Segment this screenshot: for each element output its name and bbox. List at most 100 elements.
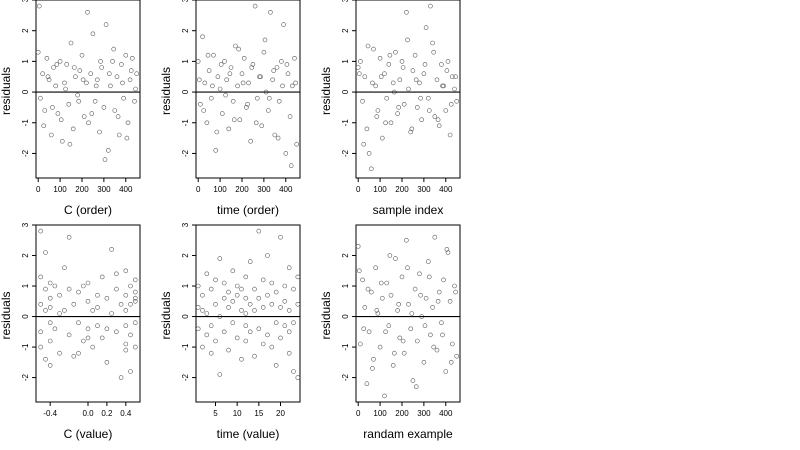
data-point [95, 305, 100, 310]
y-tick-label: -1 [181, 343, 190, 351]
data-point [453, 289, 458, 295]
data-point [423, 295, 429, 301]
data-point [400, 65, 406, 70]
data-points [355, 3, 460, 172]
data-point [387, 253, 393, 258]
data-point [228, 65, 234, 70]
data-point [217, 86, 223, 92]
data-point [202, 80, 208, 86]
data-point [292, 55, 297, 61]
y-tick-label: 1 [181, 283, 190, 288]
x-axis-title: sample index [373, 203, 444, 217]
data-point [384, 95, 390, 101]
scatter-panel: -0.4 0.0 0.2 0.4 -2 -1 0 1 2 3 C (value) residuals [0, 222, 141, 441]
data-point [249, 65, 255, 70]
data-point [227, 71, 233, 76]
data-point [406, 301, 411, 307]
x-tick-label: 15 [254, 409, 263, 418]
data-point [104, 326, 110, 332]
data-point [435, 117, 441, 122]
data-points [195, 3, 300, 168]
data-point [431, 344, 437, 350]
data-point [448, 359, 454, 365]
data-point [426, 274, 432, 280]
data-point [200, 34, 205, 40]
data-point [230, 99, 236, 104]
y-tick-label: 2 [181, 28, 190, 33]
scatter-panel: 0 100 200 300 400 -2 -1 0 1 2 3 C (order) residuals [0, 0, 141, 217]
y-axis-title: residuals [319, 67, 333, 115]
data-point [265, 253, 270, 258]
y-tick-label: -1 [181, 119, 190, 127]
data-point [77, 68, 83, 73]
data-point [273, 363, 279, 368]
data-point [204, 311, 210, 316]
data-point [92, 99, 98, 104]
data-point [449, 341, 455, 347]
data-point [421, 359, 427, 365]
data-point [272, 132, 278, 138]
data-point [195, 326, 201, 332]
data-point [273, 320, 279, 326]
data-point [283, 151, 289, 156]
data-point [252, 308, 257, 313]
data-point [66, 286, 72, 292]
data-point [130, 55, 135, 61]
data-point [248, 138, 253, 144]
x-tick-label: 200 [75, 185, 89, 194]
data-point [258, 74, 263, 79]
data-point [395, 111, 400, 116]
data-point [419, 117, 425, 122]
data-point [230, 320, 236, 326]
data-point [234, 292, 240, 298]
y-tick-label: 0 [181, 314, 190, 319]
data-point [278, 305, 283, 310]
data-point [375, 311, 381, 316]
data-point [447, 298, 453, 304]
data-point [57, 350, 62, 356]
y-tick-label: 3 [21, 222, 30, 227]
data-point [382, 393, 387, 399]
x-tick-label: 0 [356, 185, 361, 194]
data-point [198, 102, 203, 107]
data-point [239, 286, 244, 292]
data-point [123, 292, 129, 298]
y-tick-label: -2 [181, 373, 190, 381]
data-point [217, 256, 223, 261]
y-tick-label: 0 [341, 89, 350, 94]
y-tick-label: 2 [21, 28, 30, 33]
data-point [287, 114, 293, 119]
data-point [71, 301, 77, 307]
data-point [295, 375, 301, 380]
data-point [57, 311, 62, 316]
scatter-panel: 0 100 200 300 400 -2 -1 0 1 2 3 time (order) residua… [159, 0, 301, 217]
data-point [422, 323, 428, 329]
y-tick-label: -1 [21, 343, 30, 351]
data-point [410, 378, 416, 383]
data-point [36, 3, 42, 9]
data-point [230, 268, 236, 274]
data-point [128, 283, 133, 289]
data-points [38, 228, 138, 380]
data-point [47, 320, 53, 326]
x-tick-label: 0.0 [82, 409, 94, 418]
data-point [99, 335, 105, 341]
data-point [418, 95, 423, 101]
y-tick-label: 0 [181, 89, 190, 94]
y-tick-label: -1 [341, 119, 350, 127]
y-tick-label: 2 [341, 28, 350, 33]
data-point [213, 148, 218, 153]
x-tick-label: 0 [356, 409, 361, 418]
data-point [408, 129, 414, 135]
data-point [195, 305, 201, 310]
data-point [417, 271, 422, 277]
data-point [97, 129, 102, 135]
data-point [239, 308, 244, 313]
y-axis-title: residuals [159, 291, 173, 339]
data-point [62, 308, 67, 313]
data-point [426, 108, 432, 113]
data-point [247, 301, 253, 307]
data-point [86, 120, 91, 126]
data-point [128, 369, 133, 374]
